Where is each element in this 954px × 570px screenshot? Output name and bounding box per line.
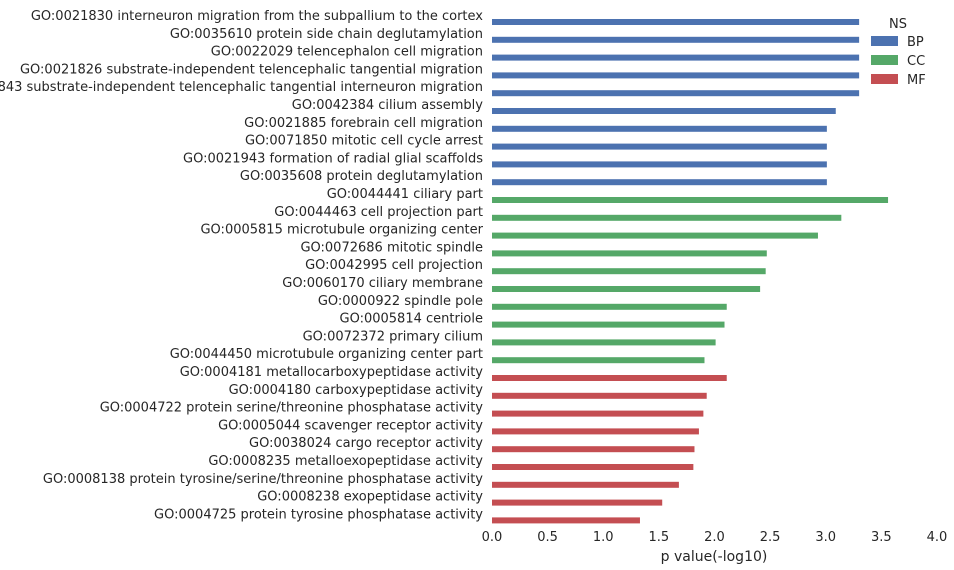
legend-swatch	[871, 74, 898, 84]
bar	[492, 357, 705, 364]
bar	[492, 214, 842, 221]
category-label: GO:0038024 cargo receptor activity	[249, 436, 483, 451]
x-tick-label: 2.5	[760, 530, 781, 545]
category-label: GO:0071850 mitotic cell cycle arrest	[245, 134, 483, 149]
category-label: GO:0035610 protein side chain deglutamyl…	[170, 27, 483, 42]
x-tick-label: 3.0	[815, 530, 836, 545]
legend-label: CC	[907, 54, 925, 69]
category-label: GO:0042384 cilium assembly	[292, 98, 484, 113]
category-label: GO:0044450 microtubule organizing center…	[170, 347, 483, 362]
category-label: GO:0005044 scavenger receptor activity	[218, 418, 483, 433]
bar	[492, 36, 860, 43]
category-label: GO:0072686 mitotic spindle	[300, 240, 483, 255]
legend: NS BP CC MF	[871, 17, 926, 88]
x-tick-label: 0.0	[482, 530, 503, 545]
legend-swatch	[871, 36, 898, 46]
legend-title: NS	[889, 17, 907, 32]
category-label: GO:0000922 spindle pole	[318, 294, 483, 309]
bar	[492, 179, 827, 186]
x-tick-label: 4.0	[927, 530, 948, 545]
x-tick-label: 1.0	[593, 530, 614, 545]
bar	[492, 125, 827, 132]
category-label: GO:0021830 interneuron migration from th…	[31, 9, 483, 24]
x-tick-label: 3.5	[871, 530, 892, 545]
bar	[492, 108, 836, 114]
category-label: GO:0005815 microtubule organizing center	[200, 223, 483, 238]
category-label: GO:0004722 protein serine/threonine phos…	[100, 401, 484, 416]
bar	[492, 321, 725, 328]
bar	[492, 428, 699, 435]
bar	[492, 19, 860, 25]
bar	[492, 143, 827, 150]
bar	[492, 499, 663, 506]
category-label: GO:0044463 cell projection part	[274, 205, 483, 220]
bar	[492, 250, 767, 257]
bar	[492, 410, 704, 417]
category-label: GO:0021943 formation of radial glial sca…	[183, 151, 483, 166]
bar	[492, 72, 860, 79]
category-label: GO:0004725 protein tyrosine phosphatase …	[154, 507, 483, 522]
x-axis-title: p value(-log10)	[661, 549, 768, 565]
x-tick-label: 0.5	[537, 530, 558, 545]
category-label: GO:0004180 carboxypeptidase activity	[229, 383, 484, 398]
category-label: GO:0042995 cell projection	[305, 258, 483, 273]
bars	[492, 19, 889, 524]
bar	[492, 268, 766, 275]
bar	[492, 481, 679, 488]
legend-swatch	[871, 55, 898, 65]
category-label: GO:0021843 substrate-independent telence…	[0, 80, 483, 95]
legend-label: MF	[907, 73, 926, 88]
bar	[492, 464, 694, 470]
bar	[492, 392, 707, 399]
legend-label: BP	[907, 35, 924, 50]
category-label: GO:0060170 ciliary membrane	[282, 276, 483, 291]
category-label: GO:0022029 telencephalon cell migration	[211, 45, 483, 60]
x-tick-label: 2.0	[704, 530, 725, 545]
bar	[492, 232, 818, 239]
bar	[492, 197, 889, 203]
category-label: GO:0021885 forebrain cell migration	[244, 116, 483, 131]
category-label: GO:0005814 centriole	[340, 312, 484, 327]
category-label: GO:0008235 metalloexopeptidase activity	[208, 454, 483, 469]
bar	[492, 303, 727, 310]
bar	[492, 161, 827, 168]
bar	[492, 517, 640, 524]
category-labels: GO:0021830 interneuron migration from th…	[0, 9, 484, 522]
bar	[492, 54, 860, 61]
bar	[492, 90, 860, 97]
category-label: GO:0021826 substrate-independent telence…	[20, 62, 483, 77]
category-label: GO:0008138 protein tyrosine/serine/threo…	[43, 472, 483, 487]
category-label: GO:0004181 metallocarboxypeptidase activ…	[180, 365, 484, 380]
category-label: GO:0035608 protein deglutamylation	[240, 169, 483, 184]
bar	[492, 375, 727, 381]
category-label: GO:0072372 primary cilium	[303, 329, 483, 344]
category-label: GO:0044441 ciliary part	[327, 187, 483, 202]
x-axis-ticks: 0.0 0.5 1.0 1.5 2.0 2.5 3.0 3.5 4.0	[482, 530, 948, 545]
bar	[492, 339, 716, 346]
bar	[492, 446, 695, 453]
bar	[492, 286, 761, 292]
category-label: GO:0008238 exopeptidase activity	[257, 490, 483, 505]
x-tick-label: 1.5	[649, 530, 670, 545]
